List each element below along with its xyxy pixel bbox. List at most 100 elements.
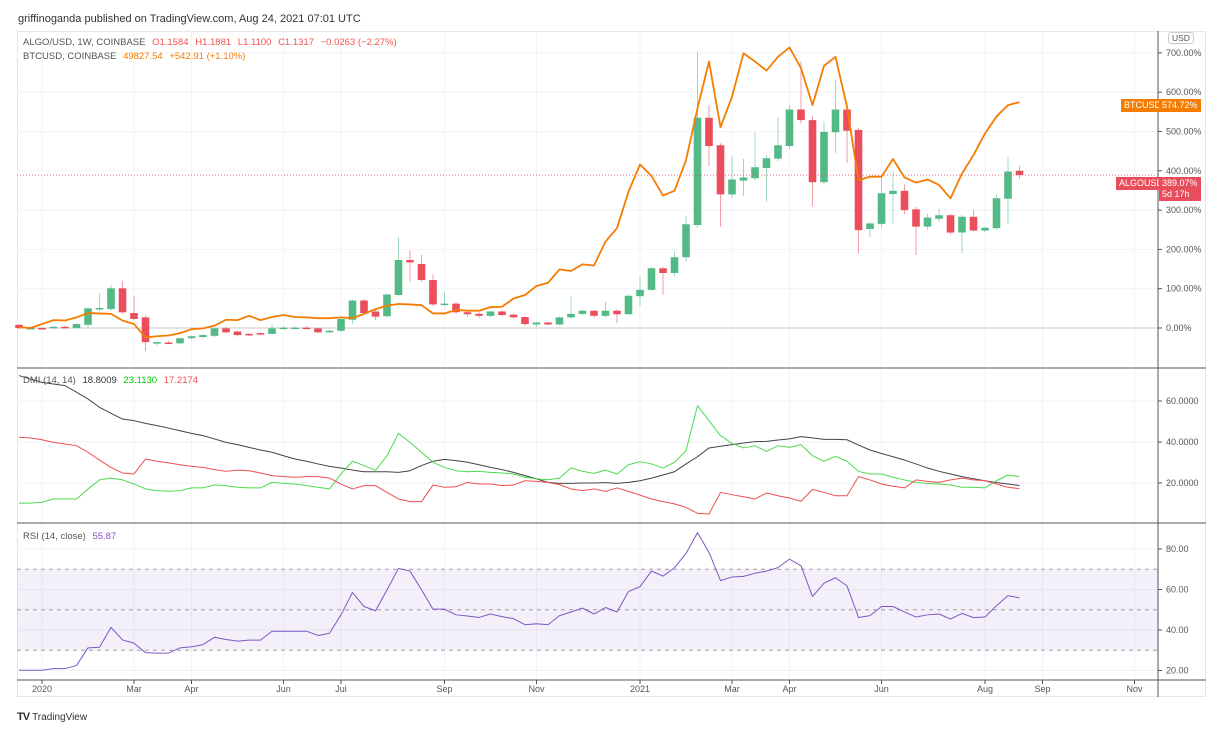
main-symbol[interactable]: ALGO/USD, 1W, COINBASE xyxy=(23,37,146,48)
candle xyxy=(95,293,104,312)
candle xyxy=(808,115,817,207)
candle xyxy=(578,309,587,316)
dmi-plus-di-line xyxy=(19,405,1020,504)
dmi-title[interactable]: DMI (14, 14) xyxy=(23,375,76,386)
rsi-title[interactable]: RSI (14, close) xyxy=(23,531,86,542)
candle xyxy=(659,266,667,295)
candle xyxy=(429,274,437,307)
btc-label-badge: BTCUSD xyxy=(1121,99,1165,112)
candle xyxy=(532,321,541,327)
candle xyxy=(164,340,173,345)
candle xyxy=(176,337,184,345)
candle xyxy=(601,301,610,317)
x-tick-label: Apr xyxy=(782,684,796,694)
price-tick-label: 700.00% xyxy=(1166,48,1202,58)
candle-body xyxy=(337,318,345,331)
candle xyxy=(337,317,345,332)
candle-body xyxy=(187,336,196,339)
candle xyxy=(314,327,322,334)
candle-body xyxy=(199,335,207,338)
dmi-adx-value: 18.8009 xyxy=(82,375,117,386)
compare-symbol[interactable]: BTCUSD, COINBASE xyxy=(23,51,117,62)
candle xyxy=(509,313,518,319)
candle-body xyxy=(417,263,426,281)
candle-body xyxy=(590,310,598,316)
candle xyxy=(670,251,679,277)
candle xyxy=(831,80,840,154)
candle-body xyxy=(889,190,897,194)
x-tick-label: 2020 xyxy=(32,684,52,694)
candle-body xyxy=(624,295,633,315)
candle-body xyxy=(130,313,138,319)
candle-body xyxy=(498,311,506,316)
candle xyxy=(38,327,46,330)
candle-body xyxy=(831,109,840,133)
candle xyxy=(233,330,242,337)
price-tick-label: 600.00% xyxy=(1166,87,1202,97)
candle xyxy=(302,326,311,330)
candle xyxy=(958,214,966,254)
candle xyxy=(1004,156,1012,224)
candle-body xyxy=(49,326,58,329)
candle xyxy=(325,329,334,334)
dmi-minus-di-line xyxy=(18,436,1020,515)
low-value: L1.1100 xyxy=(237,37,272,48)
dmi-tick-label: 60.0000 xyxy=(1166,396,1199,406)
candle xyxy=(463,310,472,317)
candle-body xyxy=(15,324,23,328)
price-tick-label: 400.00% xyxy=(1166,166,1202,176)
candle xyxy=(417,254,426,282)
rsi-band xyxy=(17,568,1158,651)
candle xyxy=(969,210,978,232)
candle-body xyxy=(302,327,311,330)
rsi-tick-label: 20.00 xyxy=(1166,666,1189,676)
open-value: O1.1584 xyxy=(152,37,189,48)
candle xyxy=(475,312,483,318)
change-value: −0.0263 (−2.27%) xyxy=(320,37,397,48)
candle xyxy=(291,326,299,330)
candle xyxy=(61,325,69,329)
candle xyxy=(452,302,460,314)
candle-body xyxy=(693,117,702,226)
tradingview-logo[interactable]: TV TradingView xyxy=(17,711,87,723)
candle xyxy=(348,299,357,325)
candle-body xyxy=(279,327,288,330)
compare-change: +542.91 (+1.10%) xyxy=(169,51,246,62)
candle-body xyxy=(1015,170,1024,176)
candle-body xyxy=(245,333,253,336)
candle-body xyxy=(176,338,184,344)
candle-body xyxy=(969,216,978,231)
candle-body xyxy=(210,328,219,336)
candle-body xyxy=(521,316,529,325)
candle-body xyxy=(371,311,380,317)
candle-body xyxy=(95,307,104,310)
candle xyxy=(567,296,575,319)
candle xyxy=(486,310,495,317)
candle-body xyxy=(429,280,437,305)
candle-body xyxy=(946,215,955,233)
candle xyxy=(498,310,506,317)
candle-body xyxy=(820,131,828,183)
candle-body xyxy=(141,317,150,343)
candle-body xyxy=(578,310,587,314)
rsi-tick-label: 40.00 xyxy=(1166,625,1189,635)
x-tick-label: Nov xyxy=(528,684,545,694)
candle xyxy=(785,105,794,150)
candle xyxy=(889,171,897,224)
candle-body xyxy=(705,117,713,147)
candle-body xyxy=(314,328,322,333)
candle xyxy=(279,326,288,330)
candle xyxy=(256,332,265,336)
currency-button[interactable]: USD xyxy=(1168,32,1194,44)
candle xyxy=(118,280,127,314)
candle-body xyxy=(900,190,909,211)
bar-countdown: 5d 17h xyxy=(1162,189,1190,199)
algo-value: 389.07% xyxy=(1162,178,1198,188)
candle xyxy=(981,226,989,233)
candle-body xyxy=(463,312,472,315)
candle-body xyxy=(118,288,127,313)
rsi-tick-label: 60.00 xyxy=(1166,585,1189,595)
candle xyxy=(820,121,828,185)
candle-body xyxy=(774,145,782,159)
